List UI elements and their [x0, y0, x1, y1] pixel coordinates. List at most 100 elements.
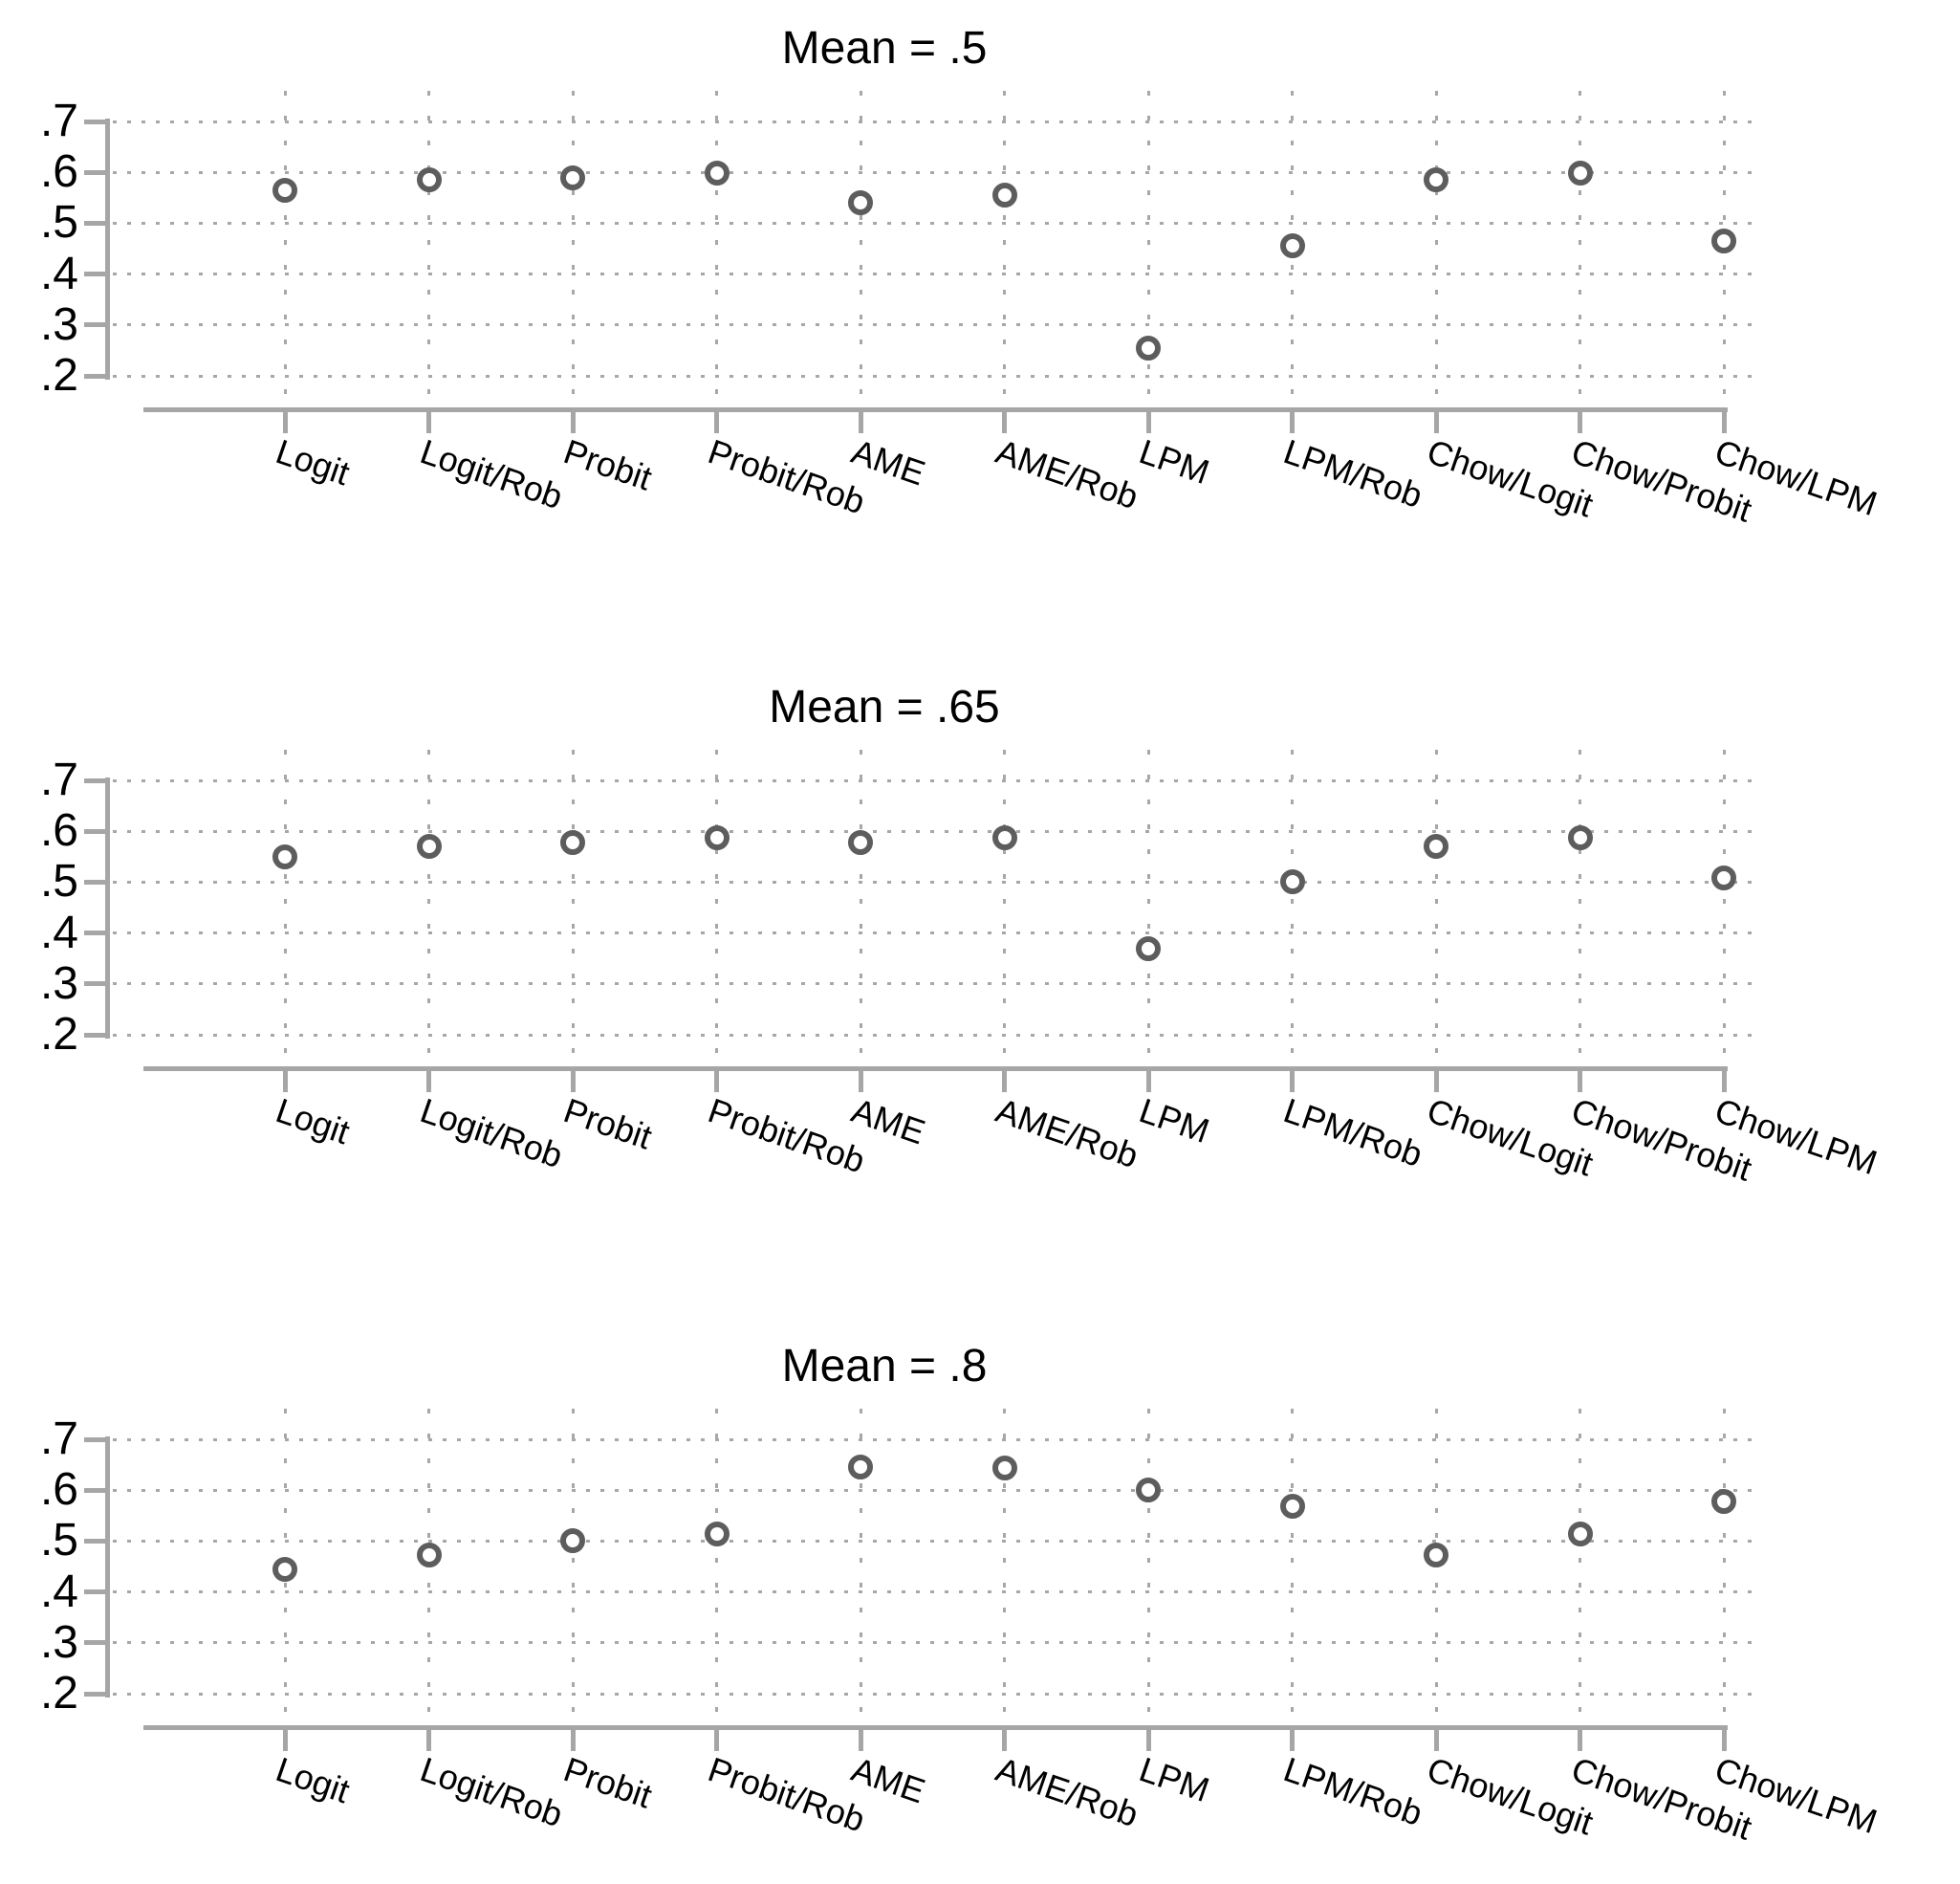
- y-tick: [84, 1589, 110, 1595]
- x-tick: [1721, 411, 1727, 433]
- x-tick: [1145, 1729, 1151, 1751]
- data-point-marker: [991, 1456, 1017, 1481]
- data-point-marker: [1711, 1489, 1736, 1515]
- x-tick: [570, 411, 576, 433]
- y-tick-label: .6: [39, 1464, 78, 1516]
- y-tick: [84, 1436, 110, 1442]
- y-tick: [84, 1640, 110, 1646]
- data-point-marker: [1279, 233, 1305, 259]
- x-tick-label: Chow/Logit: [1422, 1090, 1599, 1184]
- data-point-marker: [1711, 229, 1736, 254]
- x-tick: [1002, 1070, 1007, 1092]
- data-point-marker: [272, 1556, 297, 1582]
- x-tick: [426, 1070, 431, 1092]
- x-tick-label: AME/Rob: [991, 431, 1143, 517]
- y-tick-label: .6: [39, 805, 78, 857]
- x-tick: [426, 411, 431, 433]
- y-tick: [84, 931, 110, 936]
- y-gridline: [113, 829, 1759, 833]
- y-tick: [84, 373, 110, 379]
- y-tick-label: .5: [39, 197, 78, 249]
- x-gridline: [283, 750, 287, 1060]
- x-tick: [714, 411, 719, 433]
- y-tick: [84, 119, 110, 124]
- data-point-marker: [416, 1543, 442, 1568]
- y-gridline: [113, 778, 1759, 782]
- x-tick: [714, 1729, 719, 1751]
- y-tick-label: .4: [39, 248, 78, 299]
- data-point-marker: [848, 830, 873, 856]
- y-axis-line: [105, 1436, 110, 1698]
- y-tick: [84, 1538, 110, 1544]
- x-tick-label: Logit/Rob: [415, 431, 568, 517]
- x-tick: [858, 1729, 863, 1751]
- x-tick: [1578, 411, 1582, 433]
- y-tick-label: .6: [39, 146, 78, 198]
- x-tick: [1002, 1729, 1007, 1751]
- x-gridline: [1579, 750, 1581, 1060]
- x-gridline: [1146, 750, 1150, 1060]
- y-tick-label: .7: [39, 755, 78, 805]
- y-axis-line: [105, 119, 110, 380]
- x-gridline: [1722, 1409, 1726, 1719]
- x-gridline: [1434, 750, 1438, 1060]
- y-tick-label: .3: [39, 1616, 78, 1668]
- x-tick-label: AME/Rob: [991, 1749, 1143, 1835]
- x-gridline: [715, 1409, 718, 1719]
- y-tick-label: .7: [39, 96, 78, 146]
- x-tick-label: LPM/Rob: [1278, 431, 1427, 515]
- y-tick: [84, 778, 110, 783]
- x-tick: [1721, 1729, 1727, 1751]
- data-point-marker: [560, 1528, 585, 1554]
- data-point-marker: [704, 825, 730, 851]
- x-tick: [426, 1729, 431, 1751]
- data-point-marker: [1279, 869, 1305, 895]
- x-tick-label: LPM/Rob: [1278, 1749, 1427, 1833]
- x-tick-label: LPM: [1134, 431, 1214, 493]
- y-tick: [84, 169, 110, 175]
- x-tick-label: Probit: [558, 1090, 657, 1157]
- y-gridline: [113, 1488, 1759, 1492]
- x-tick: [282, 1070, 288, 1092]
- x-tick: [1721, 1070, 1727, 1092]
- y-tick: [84, 322, 110, 328]
- x-tick-label: Probit: [558, 431, 657, 498]
- y-gridline: [113, 1437, 1759, 1441]
- y-tick-label: .3: [39, 298, 78, 350]
- data-point-marker: [416, 834, 442, 860]
- x-tick-label: Chow/Logit: [1422, 431, 1599, 525]
- x-tick: [570, 1070, 576, 1092]
- x-gridline: [1291, 1409, 1294, 1719]
- y-gridline: [113, 880, 1759, 884]
- data-point-marker: [1136, 335, 1161, 361]
- x-tick: [570, 1729, 576, 1751]
- y-tick-label: .4: [39, 907, 78, 958]
- y-gridline: [113, 120, 1759, 123]
- data-point-marker: [1567, 1521, 1593, 1546]
- x-gridline: [1003, 91, 1006, 401]
- y-tick: [84, 981, 110, 987]
- x-tick: [282, 411, 288, 433]
- x-gridline: [427, 750, 430, 1060]
- y-gridline: [113, 1539, 1759, 1543]
- y-gridline: [113, 221, 1759, 225]
- x-gridline: [571, 91, 575, 401]
- x-tick: [1290, 1729, 1295, 1751]
- data-point-marker: [991, 825, 1017, 851]
- x-gridline: [571, 750, 575, 1060]
- y-tick-label: .5: [39, 1515, 78, 1566]
- y-tick: [84, 220, 110, 226]
- x-tick-label: Logit: [271, 431, 355, 493]
- x-axis-line: [143, 1066, 1728, 1071]
- data-point-marker: [704, 1521, 730, 1546]
- x-gridline: [1291, 750, 1294, 1060]
- panel-title: Mean = .5: [781, 23, 988, 74]
- y-tick-label: .2: [39, 350, 78, 401]
- data-point-marker: [991, 183, 1017, 208]
- y-tick: [84, 1032, 110, 1038]
- x-tick-label: LPM/Rob: [1278, 1090, 1427, 1174]
- x-gridline: [427, 91, 430, 401]
- data-point-marker: [1424, 1543, 1448, 1568]
- x-tick: [714, 1070, 719, 1092]
- y-gridline: [113, 1692, 1759, 1696]
